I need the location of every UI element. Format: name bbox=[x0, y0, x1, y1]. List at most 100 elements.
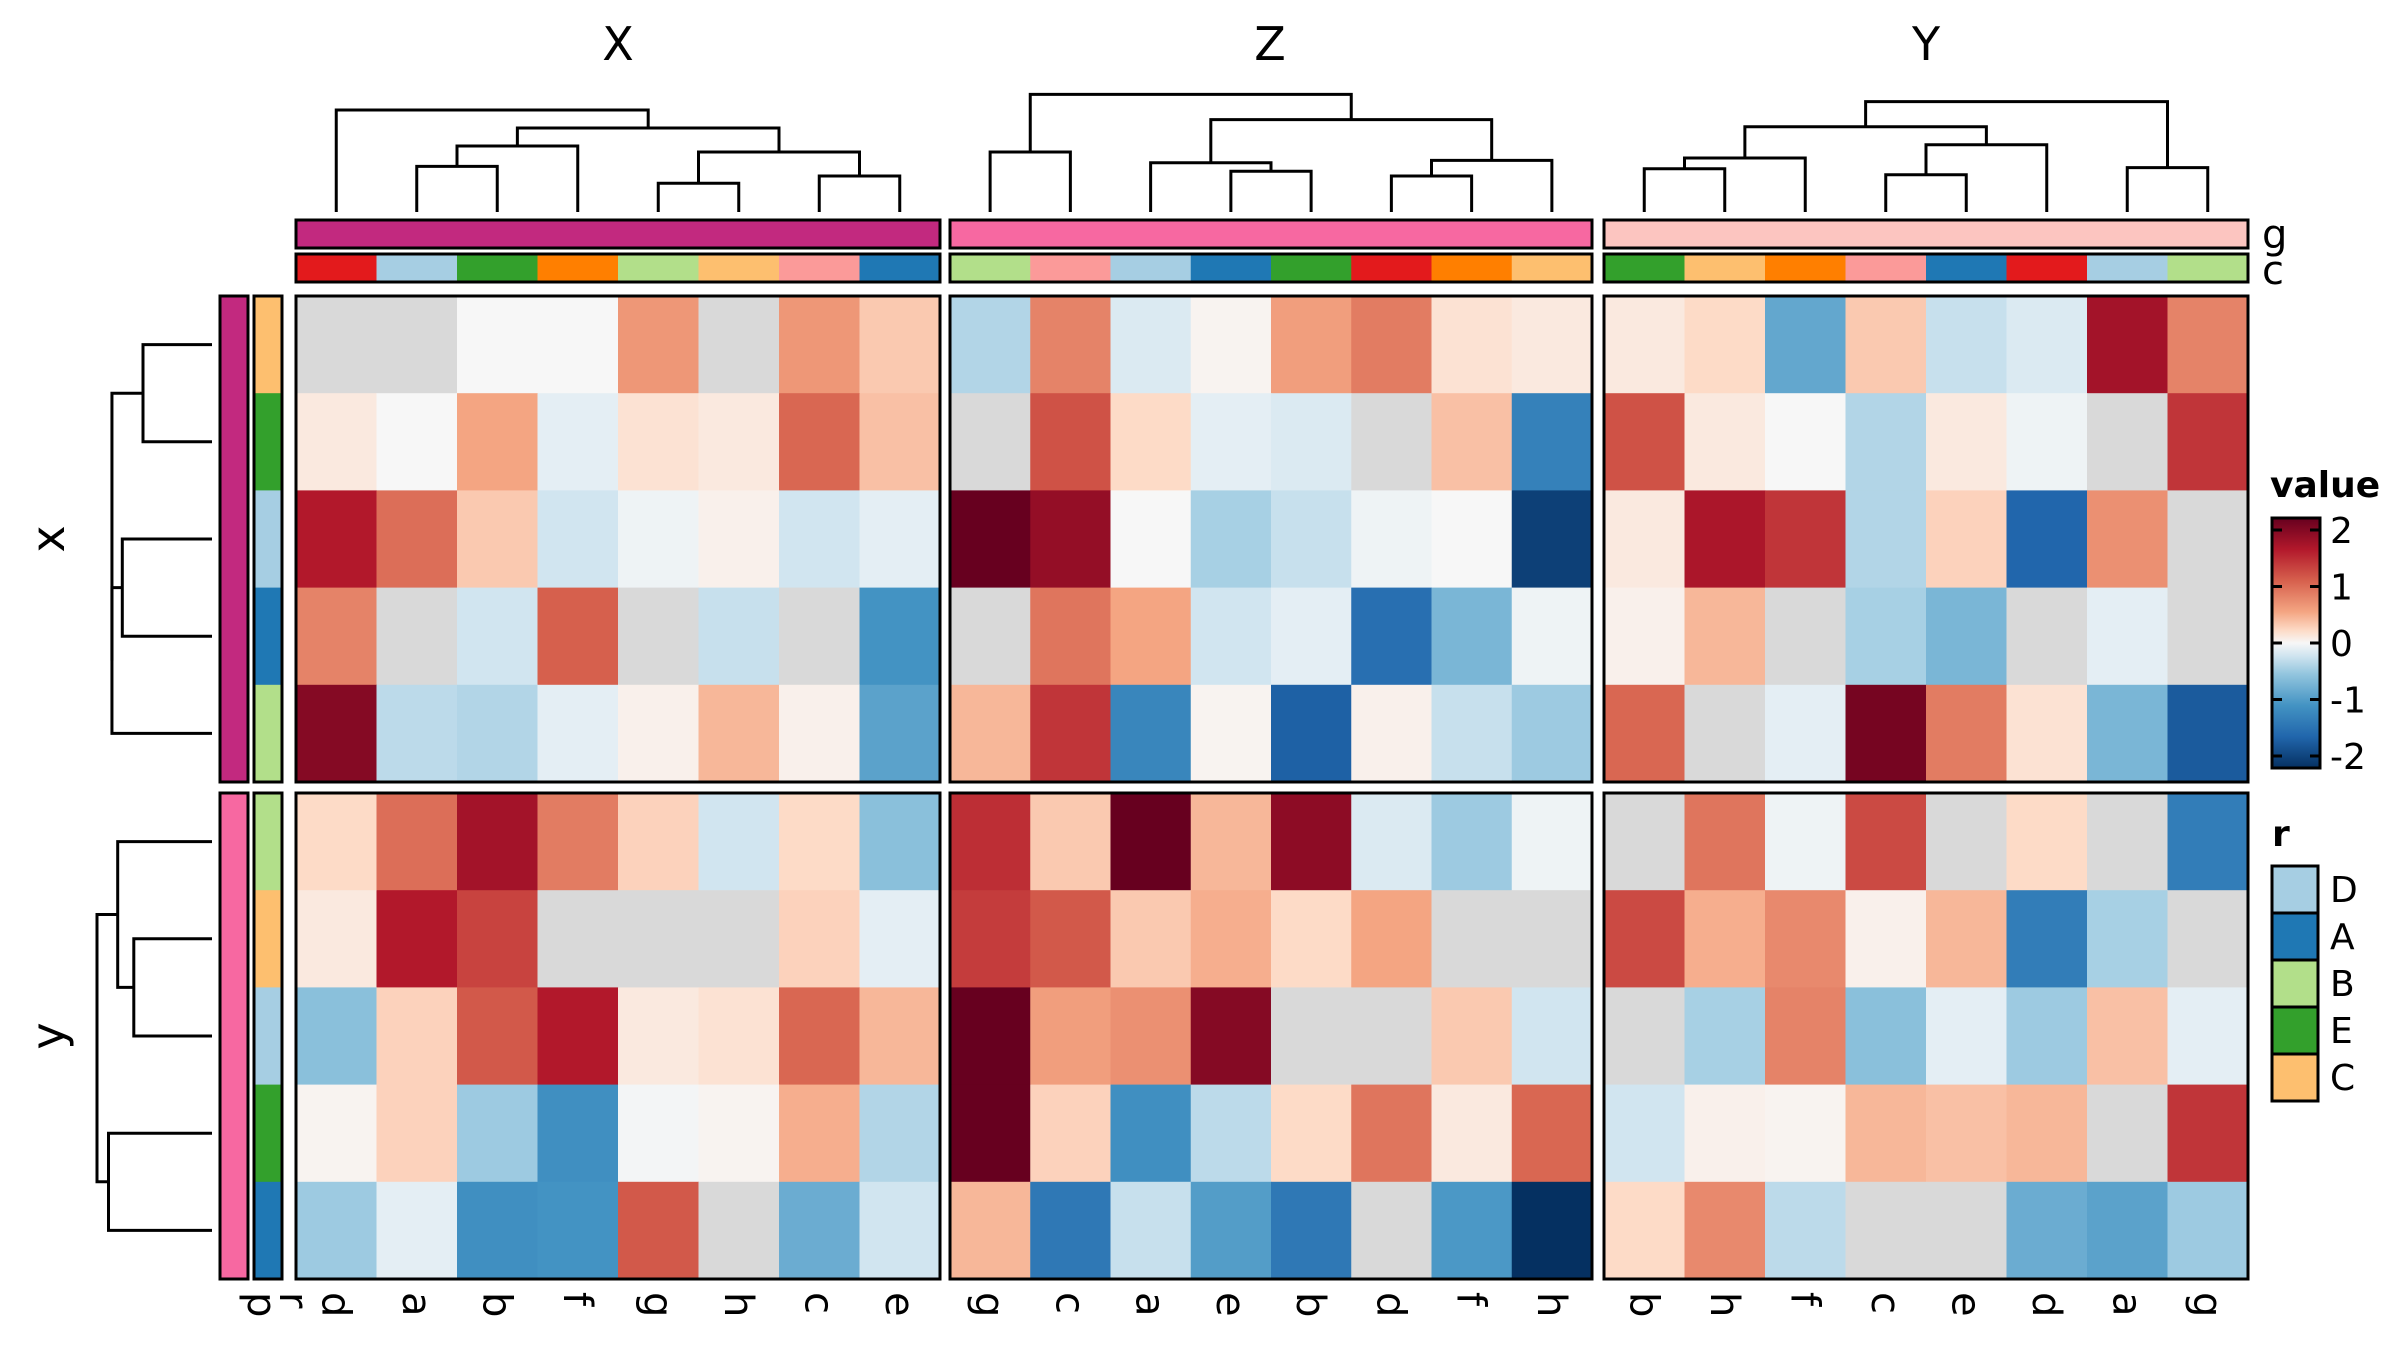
heatmap-block-border bbox=[948, 791, 1594, 1281]
value-legend-tick-label: -1 bbox=[2330, 681, 2366, 722]
column-label: g bbox=[634, 1292, 680, 1317]
heatmap-cell bbox=[1110, 1084, 1192, 1183]
heatmap-cell bbox=[537, 587, 619, 686]
annotation-c-cell bbox=[1190, 254, 1272, 282]
heatmap-cell bbox=[1926, 296, 2007, 394]
heatmap-cell bbox=[1845, 393, 1927, 491]
heatmap-cell bbox=[457, 490, 538, 589]
heatmap-cell bbox=[457, 587, 538, 686]
row-dendrograms bbox=[95, 343, 212, 1232]
heatmap-cell bbox=[1926, 587, 2007, 686]
r-legend-label: B bbox=[2330, 964, 2355, 1005]
column-dendrogram-branch bbox=[817, 174, 902, 212]
heatmap-cell bbox=[2167, 587, 2249, 686]
heatmap-cell bbox=[1351, 393, 1432, 491]
row-dendrogram-branch bbox=[95, 913, 118, 1184]
r-legend-label: D bbox=[2330, 870, 2358, 911]
heatmap-cell bbox=[2006, 890, 2088, 988]
heatmap-cell bbox=[1604, 490, 1685, 589]
heatmap-cell bbox=[698, 490, 780, 589]
heatmap-cell bbox=[1684, 793, 1766, 891]
heatmap-cell bbox=[1030, 684, 1111, 783]
row-annotations bbox=[218, 294, 284, 1281]
heatmap-cell bbox=[1511, 490, 1593, 589]
heatmap-borders bbox=[294, 294, 2250, 1281]
annotation-c-cell bbox=[296, 254, 377, 282]
heatmap-cell bbox=[1845, 1084, 1927, 1183]
heatmap-cell bbox=[1926, 1181, 2007, 1280]
heatmap-cell bbox=[296, 987, 377, 1086]
heatmap-cell bbox=[1511, 1181, 1593, 1280]
column-dendrogram-branch bbox=[988, 150, 1072, 212]
heatmap-cell bbox=[376, 296, 458, 394]
heatmap-cell bbox=[2087, 393, 2168, 491]
heatmap-cell bbox=[618, 1084, 699, 1183]
heatmap-cell bbox=[859, 393, 941, 491]
column-label: f bbox=[1781, 1292, 1827, 1307]
r-legend-label: C bbox=[2330, 1058, 2355, 1099]
heatmap-cell bbox=[859, 684, 941, 783]
heatmap-cell bbox=[1926, 393, 2007, 491]
heatmap-cell bbox=[1845, 587, 1927, 686]
heatmap-cell bbox=[1765, 587, 1846, 686]
heatmap-cell bbox=[950, 393, 1031, 491]
heatmap-cell bbox=[2006, 490, 2088, 589]
heatmap-cell bbox=[2006, 587, 2088, 686]
column-label: d bbox=[1367, 1292, 1413, 1317]
heatmap-cell bbox=[537, 1181, 619, 1280]
heatmap-cell bbox=[950, 890, 1031, 988]
heatmap-cell bbox=[2006, 296, 2088, 394]
heatmap-cell bbox=[1845, 987, 1927, 1086]
heatmap-cell bbox=[1511, 987, 1593, 1086]
row-dendrogram-branch bbox=[132, 937, 212, 1038]
row-dendrogram-branch bbox=[120, 537, 212, 638]
heatmap-cell bbox=[2167, 890, 2249, 988]
column-label: a bbox=[2103, 1292, 2149, 1317]
annotation-c-cell bbox=[1926, 254, 2007, 282]
r-legend-label: E bbox=[2330, 1011, 2353, 1052]
heatmap-cell bbox=[2167, 393, 2249, 491]
annotation-c-cell bbox=[1511, 254, 1593, 282]
heatmap-cell bbox=[779, 890, 860, 988]
heatmap-cell bbox=[1684, 490, 1766, 589]
heatmap-cell bbox=[1431, 1181, 1513, 1280]
heatmap-cell bbox=[296, 1181, 377, 1280]
heatmap-cell bbox=[1030, 1084, 1111, 1183]
annotation-r-cell bbox=[254, 890, 282, 988]
heatmap-cell bbox=[1431, 296, 1513, 394]
heatmap-cell bbox=[1684, 1181, 1766, 1280]
heatmap-cell bbox=[779, 490, 860, 589]
heatmap-cell bbox=[376, 587, 458, 686]
heatmap-cell bbox=[1604, 393, 1685, 491]
heatmap-cell bbox=[1271, 1181, 1352, 1280]
heatmap-cell bbox=[1845, 296, 1927, 394]
row-dendrogram-branch bbox=[110, 391, 143, 661]
heatmap-cell bbox=[1190, 890, 1272, 988]
value-legend: value 2 1 0 -1 -2 bbox=[2270, 465, 2380, 778]
heatmap-cell bbox=[950, 793, 1031, 891]
heatmap-cell bbox=[1926, 490, 2007, 589]
heatmap-cell bbox=[537, 890, 619, 988]
column-dendrogram-branch bbox=[1884, 173, 1968, 212]
heatmap-cell bbox=[1604, 684, 1685, 783]
column-dendrogram-branch bbox=[1924, 143, 2049, 212]
annotation-r-border bbox=[252, 791, 284, 1281]
heatmap-cell bbox=[1604, 890, 1685, 988]
annotation-c-cell bbox=[1431, 254, 1513, 282]
heatmap-cell bbox=[1271, 684, 1352, 783]
heatmap-cell bbox=[1511, 793, 1593, 891]
heatmap-cell bbox=[950, 684, 1031, 783]
column-slice-title: X bbox=[602, 17, 634, 71]
annotation-r-cell bbox=[254, 1084, 282, 1183]
annotation-c-cell bbox=[618, 254, 699, 282]
heatmap-cell bbox=[376, 684, 458, 783]
heatmap-cell bbox=[1030, 296, 1111, 394]
column-dendrogram-branch bbox=[334, 108, 650, 212]
heatmap-cell bbox=[1431, 1084, 1513, 1183]
heatmap-block-border bbox=[1602, 791, 2250, 1281]
heatmap-cell bbox=[1845, 890, 1927, 988]
heatmap-cell bbox=[1765, 1181, 1846, 1280]
column-dendrogram-branch bbox=[1229, 169, 1313, 212]
annotation-r-cell bbox=[254, 296, 282, 394]
heatmap-cell bbox=[1926, 890, 2007, 988]
